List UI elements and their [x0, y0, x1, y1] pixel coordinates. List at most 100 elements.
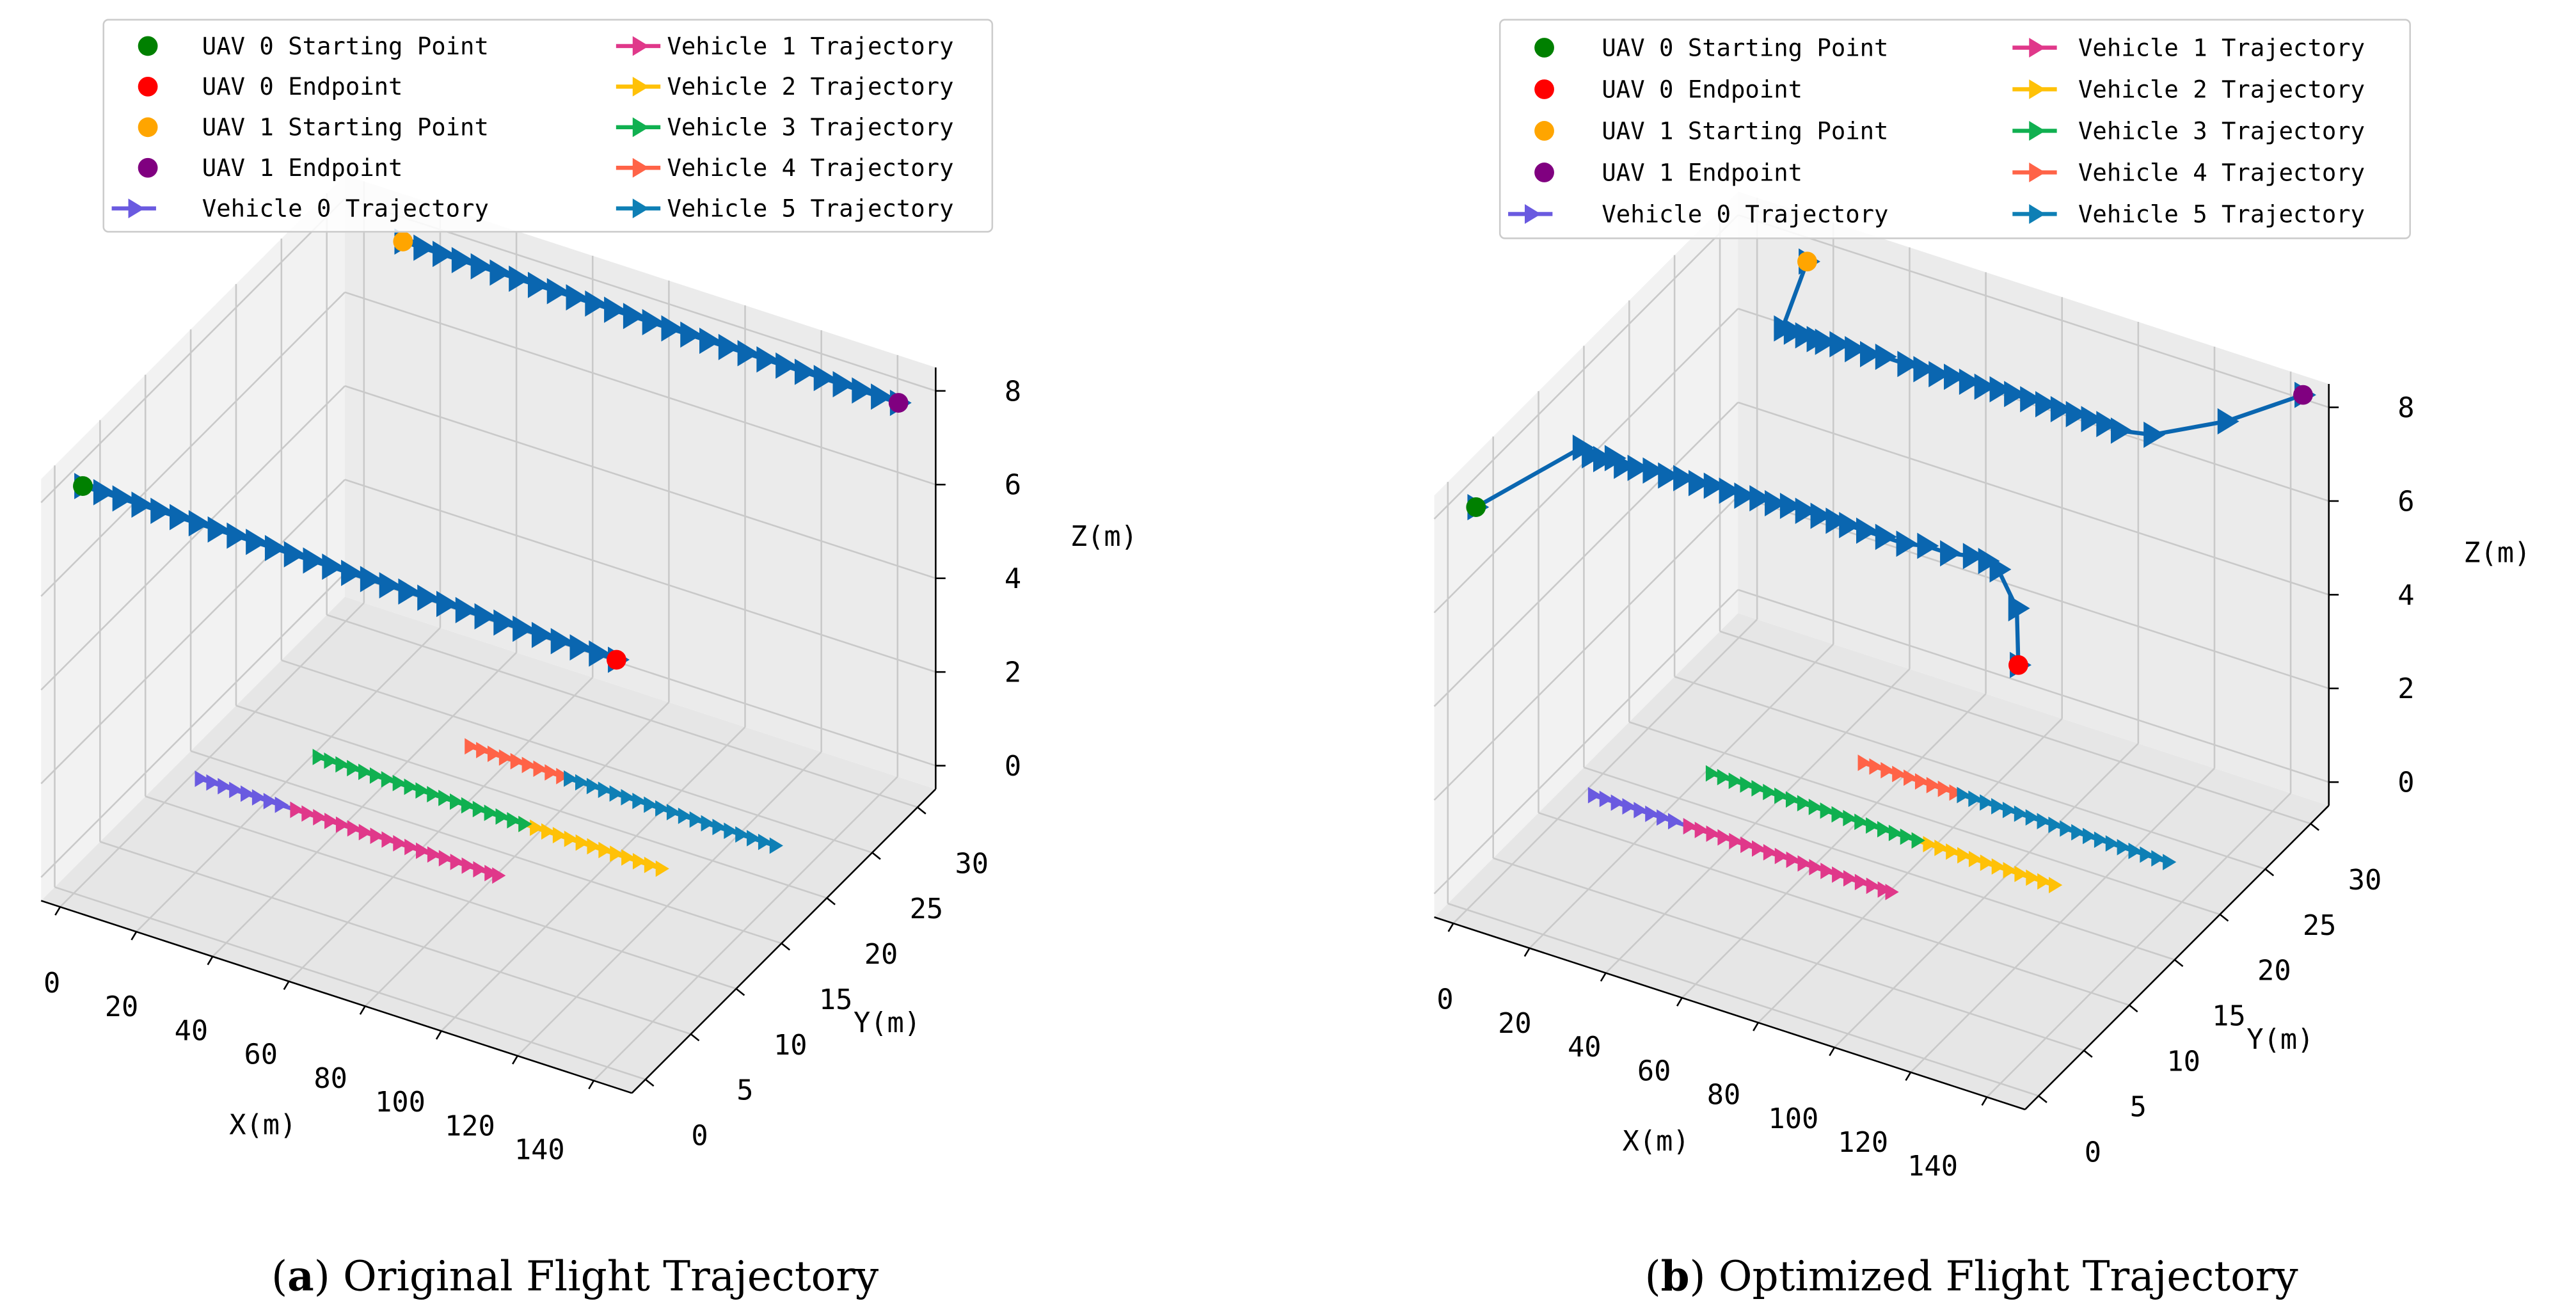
uav-0-trajectory-marker	[150, 497, 173, 524]
uav-0-trajectory-marker	[1917, 532, 1939, 559]
y-tick-label: 0	[2085, 1136, 2101, 1168]
series-vehicle-5-trajectory-marker	[2094, 831, 2108, 849]
point-uav-1-starting-point	[393, 232, 413, 251]
legend-entry: Vehicle 3 Trajectory	[616, 113, 954, 141]
y-axis-label: Y(m)	[2246, 1023, 2314, 1056]
series-vehicle-3-trajectory-marker	[358, 763, 372, 781]
uav-0-trajectory-marker	[493, 609, 516, 636]
uav-1-trajectory-marker	[871, 383, 893, 410]
series-vehicle-4-trajectory-marker	[521, 756, 536, 774]
uav-1-trajectory-marker	[2143, 421, 2166, 448]
uav-1-trajectory-marker	[451, 246, 473, 274]
uav-0-trajectory-marker	[1989, 556, 2012, 583]
series-vehicle-3-trajectory-marker	[1728, 772, 1742, 790]
series-vehicle-1-trajectory-marker	[1832, 866, 1846, 883]
gridline-x	[1529, 643, 1834, 949]
series-vehicle-5-trajectory-marker	[575, 774, 589, 791]
uav-0-trajectory-marker	[436, 591, 458, 618]
uav-0-trajectory-marker	[513, 616, 535, 642]
y-tick-label: 10	[2167, 1046, 2200, 1078]
uav-0-trajectory-marker	[283, 541, 306, 568]
legend-entry: Vehicle 3 Trajectory	[2012, 116, 2365, 145]
y-tick-mark	[917, 806, 926, 815]
x-tick-mark	[131, 931, 138, 941]
gridline-x	[1757, 718, 2063, 1024]
uav-1-trajectory-marker	[1845, 336, 1867, 363]
legend-entry: Vehicle 0 Trajectory	[111, 195, 489, 223]
uav-0-trajectory-marker	[398, 578, 420, 605]
caption-paren-open: (	[271, 1252, 287, 1300]
x-tick-mark	[435, 1030, 442, 1040]
gridline-y	[1674, 676, 2266, 870]
uav-1-trajectory-marker	[489, 259, 512, 286]
series-vehicle-1-trajectory	[1683, 818, 1899, 900]
uav-1-trajectory-marker	[813, 365, 836, 392]
series-vehicle-4-trajectory-marker	[556, 768, 570, 785]
floor-pane	[1434, 613, 2329, 1110]
series-vehicle-1-trajectory-marker	[313, 809, 327, 825]
uav-1-trajectory-marker	[680, 321, 703, 348]
uav-1-trajectory-marker	[2217, 408, 2239, 435]
series-vehicle-4-trajectory-marker	[476, 742, 490, 759]
legend-label: UAV 1 Endpoint	[202, 154, 403, 182]
uav-0-trajectory-marker	[93, 479, 115, 506]
series-vehicle-4-trajectory-marker	[1857, 754, 1872, 771]
point-uav-1-starting-point	[1797, 251, 1817, 272]
series-vehicle-4-trajectory-marker	[487, 745, 502, 762]
uav-1-trajectory-marker	[718, 333, 740, 360]
uav-0-trajectory-marker	[1795, 497, 1817, 524]
uav-1-trajectory-marker	[2020, 386, 2042, 413]
series-vehicle-5-trajectory-marker	[666, 804, 681, 820]
legend-marker-icon	[632, 157, 649, 178]
series-vehicle-5-trajectory-marker	[678, 808, 692, 824]
series-vehicle-1-trajectory-marker	[473, 861, 487, 878]
series-vehicle-4-trajectory-marker	[1937, 780, 1952, 797]
series-vehicle-1-trajectory-marker	[427, 846, 441, 863]
y-tick-mark	[2083, 1049, 2093, 1058]
legend-box	[1499, 19, 2411, 239]
x-tick-mark	[1981, 1096, 1988, 1106]
series-vehicle-3-trajectory-marker	[427, 786, 441, 802]
series-vehicle-3-trajectory-marker	[1763, 783, 1777, 801]
x-tick-mark	[1600, 972, 1607, 982]
uav-0-trajectory-marker	[1765, 490, 1786, 516]
caption-paren-close: )	[314, 1252, 343, 1300]
series-vehicle-3-trajectory-marker	[415, 782, 429, 799]
legend-entry: UAV 1 Endpoint	[138, 154, 403, 182]
gridline-z	[1433, 214, 1739, 520]
uav-1-trajectory-marker	[661, 315, 683, 342]
uav-0-trajectory-marker	[341, 559, 363, 586]
uav-0-trajectory-marker	[188, 510, 211, 537]
series-vehicle-3-trajectory-marker	[1900, 828, 1914, 845]
uav-0-trajectory-marker	[1839, 512, 1861, 539]
series-vehicle-5-trajectory-marker	[724, 822, 738, 840]
legend-label: UAV 0 Starting Point	[1602, 33, 1888, 61]
y-axis-label: Y(m)	[854, 1007, 921, 1039]
caption-paren-open: (	[1645, 1252, 1661, 1300]
gridline-y	[1628, 721, 2220, 916]
y-tick-mark	[2219, 913, 2229, 922]
legend-label: Vehicle 3 Trajectory	[2078, 116, 2365, 145]
x-tick-label: 20	[1498, 1007, 1532, 1040]
uav-1-trajectory-marker	[1795, 322, 1817, 349]
gridline-y	[326, 614, 918, 808]
legend-label: Vehicle 4 Trajectory	[667, 154, 953, 182]
uav-1-trajectory-marker	[2035, 391, 2057, 418]
series-vehicle-3-trajectory-marker	[1774, 787, 1788, 804]
series-vehicle-3-trajectory-marker	[438, 790, 452, 806]
series-vehicle-4-trajectory-marker	[545, 764, 559, 781]
y-axis-line	[2024, 804, 2330, 1110]
gridline-z	[40, 385, 346, 691]
legend-marker-icon	[632, 198, 649, 219]
uav-0-trajectory-marker	[1962, 543, 1985, 570]
legend-point-icon	[1534, 121, 1554, 141]
uav-0-trajectory-marker	[360, 566, 382, 593]
gridline-z	[1737, 495, 2330, 690]
series-vehicle-5-trajectory-marker	[2025, 809, 2039, 826]
legend-entry: UAV 0 Starting Point	[138, 32, 489, 60]
uav-0-trajectory-marker	[1614, 452, 1636, 479]
legend-point-icon	[1534, 163, 1554, 182]
y-tick-label: 5	[2130, 1090, 2147, 1123]
x-tick-label: 40	[175, 1014, 209, 1047]
uav-1-trajectory-marker	[1875, 343, 1897, 371]
